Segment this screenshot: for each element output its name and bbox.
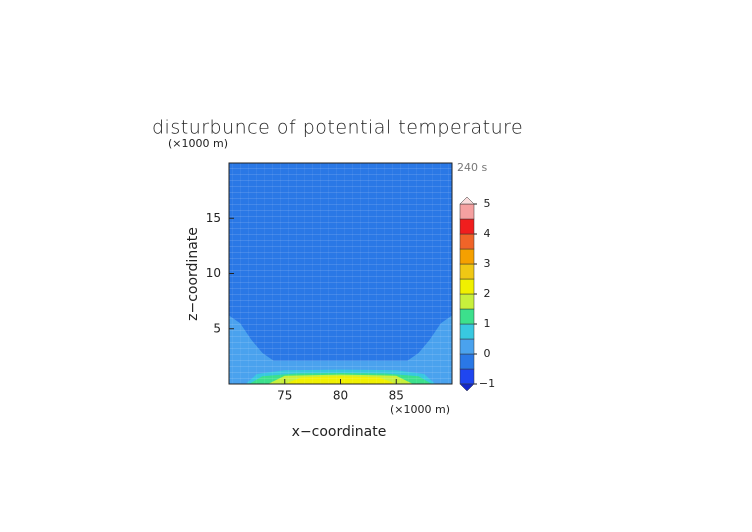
colorbar-band [459,323,475,340]
colorbar-band [459,308,475,325]
colorbar-band [459,338,475,355]
x-axis-label: x−coordinate [292,424,387,440]
colorbar-tick-label: 4 [484,227,491,240]
colorbar-tick-label: 3 [484,257,491,270]
colorbar-tick-label: 2 [484,287,491,300]
colorbar-band [459,293,475,310]
colorbar-band [459,203,475,220]
colorbar-tick-label: 0 [484,347,491,360]
colorbar-tick-label: −1 [479,377,495,390]
colorbar-band [459,218,475,235]
chart-title: disturbunce of potential temperature [152,117,523,139]
colorbar-band [459,353,475,370]
x-tick-label: 85 [389,389,404,403]
y-axis-label: z−coordinate [185,227,201,321]
time-label: 240 s [457,161,487,174]
colorbar-band [459,278,475,295]
y-tick-label: 10 [206,266,221,280]
colorbar-band [459,233,475,250]
x-unit: (×1000 m) [390,403,450,416]
colorbar-band [459,248,475,265]
x-tick-label: 75 [277,389,292,403]
y-tick-label: 15 [206,211,221,225]
colorbar-tick-label: 5 [484,197,491,210]
colorbar-under [459,383,475,392]
y-tick-label: 5 [213,321,221,335]
texture [229,163,452,384]
colorbar-over [459,196,475,205]
y-unit: (×1000 m) [168,137,228,150]
colorbar-band [459,263,475,280]
x-tick-label: 80 [333,389,348,403]
colorbar-band [459,368,475,385]
colorbar-tick-label: 1 [484,317,491,330]
